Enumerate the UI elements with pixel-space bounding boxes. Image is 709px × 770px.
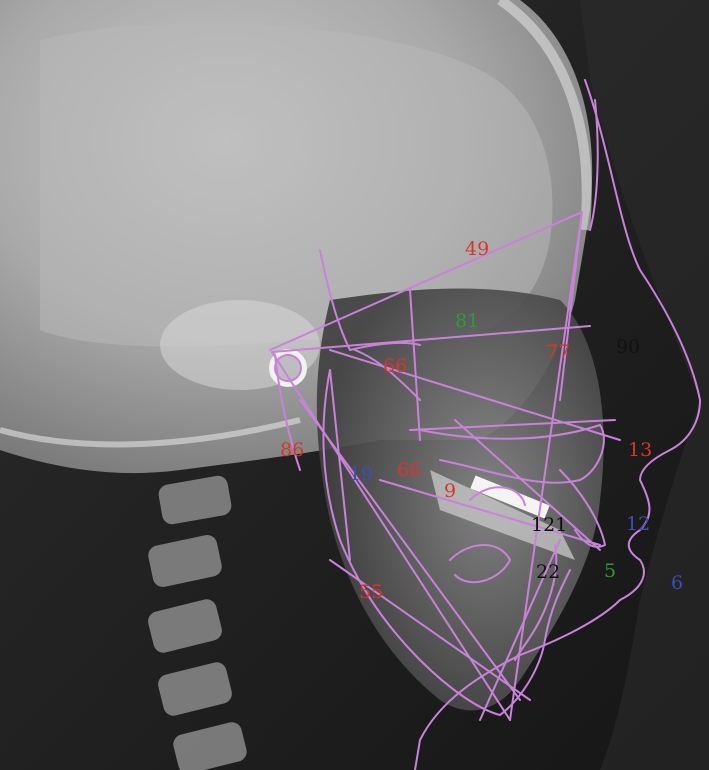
measurement-label-6: 6 — [671, 572, 684, 594]
measurement-label-90: 90 — [616, 336, 641, 358]
soft-tissue — [580, 0, 709, 770]
cephalometric-tracing — [269, 79, 701, 770]
measurement-label-9: 9 — [444, 480, 457, 502]
soft-tissue-profile — [414, 79, 701, 770]
measurement-label-49: 49 — [465, 238, 490, 260]
measurement-label-86: 86 — [280, 439, 305, 461]
occlusal-plane — [379, 479, 601, 546]
maxilla-outline — [419, 424, 605, 484]
cervical-spine — [148, 475, 247, 770]
measurement-label-13: 13 — [628, 439, 653, 461]
posterior-outline — [274, 354, 301, 471]
measurement-label-77: 77 — [546, 341, 571, 363]
forehead-line — [589, 99, 599, 231]
skull-outline — [0, 417, 301, 448]
na-line — [559, 211, 583, 401]
facial-plane — [509, 211, 583, 721]
incisor-axis — [454, 419, 601, 551]
cranium-inner — [40, 23, 553, 347]
sella-nasion-line — [269, 211, 583, 351]
measurement-label-5: 5 — [604, 560, 617, 582]
measurement-label-12: 12 — [626, 513, 651, 535]
measurement-label-19: 19 — [349, 463, 374, 485]
measurement-label-55: 55 — [359, 581, 384, 603]
gonial-line — [299, 399, 521, 701]
measurement-label-81: 81 — [455, 310, 480, 332]
skull-rim — [497, 0, 592, 231]
frankfort-line — [271, 325, 591, 353]
measurement-label-121: 121 — [531, 514, 568, 536]
palatal-plane — [409, 419, 616, 431]
measurement-label-66-upper: 66 — [383, 355, 408, 377]
ear-rod-ring — [269, 349, 307, 387]
measurement-label-66-lower: 66 — [397, 459, 422, 481]
ramus-line — [329, 369, 351, 561]
molar-outlines — [449, 486, 526, 584]
inner-line-1 — [409, 289, 421, 441]
dentition — [430, 470, 575, 560]
mandibular-plane — [329, 559, 531, 701]
inner-line-3 — [354, 349, 421, 401]
cranial-base — [319, 249, 421, 351]
temporal-bone — [160, 300, 320, 390]
measurement-label-22: 22 — [536, 561, 561, 583]
upper-incisor — [559, 469, 606, 548]
lower-incisor-axis — [479, 539, 561, 721]
mandible-outline — [322, 369, 571, 716]
lower-incisor — [514, 544, 558, 661]
porion-ring — [274, 354, 302, 382]
orthodontic-appliance — [470, 475, 550, 519]
inner-line-2 — [329, 349, 621, 441]
